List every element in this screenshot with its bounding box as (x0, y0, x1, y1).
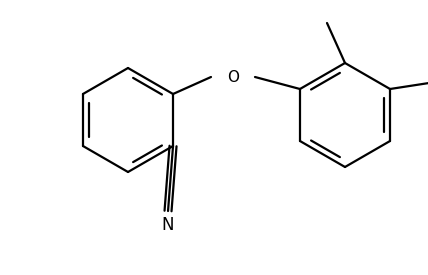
Text: O: O (227, 70, 239, 84)
Text: N: N (162, 216, 174, 234)
